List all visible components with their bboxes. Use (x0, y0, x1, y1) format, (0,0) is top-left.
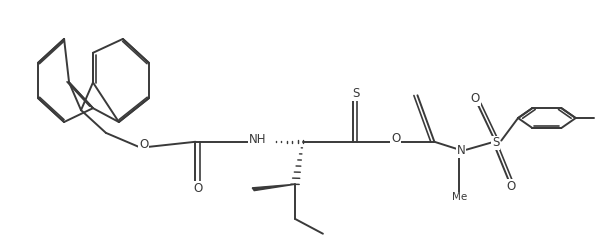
Text: S: S (352, 87, 359, 101)
Text: O: O (391, 132, 400, 145)
Text: NH: NH (249, 133, 267, 146)
Text: S: S (492, 136, 500, 150)
Polygon shape (252, 184, 295, 191)
Text: O: O (506, 180, 516, 193)
Text: N: N (456, 144, 466, 157)
Text: O: O (471, 92, 480, 105)
Text: O: O (194, 182, 203, 195)
Text: Me: Me (452, 193, 467, 203)
Text: O: O (139, 138, 148, 151)
